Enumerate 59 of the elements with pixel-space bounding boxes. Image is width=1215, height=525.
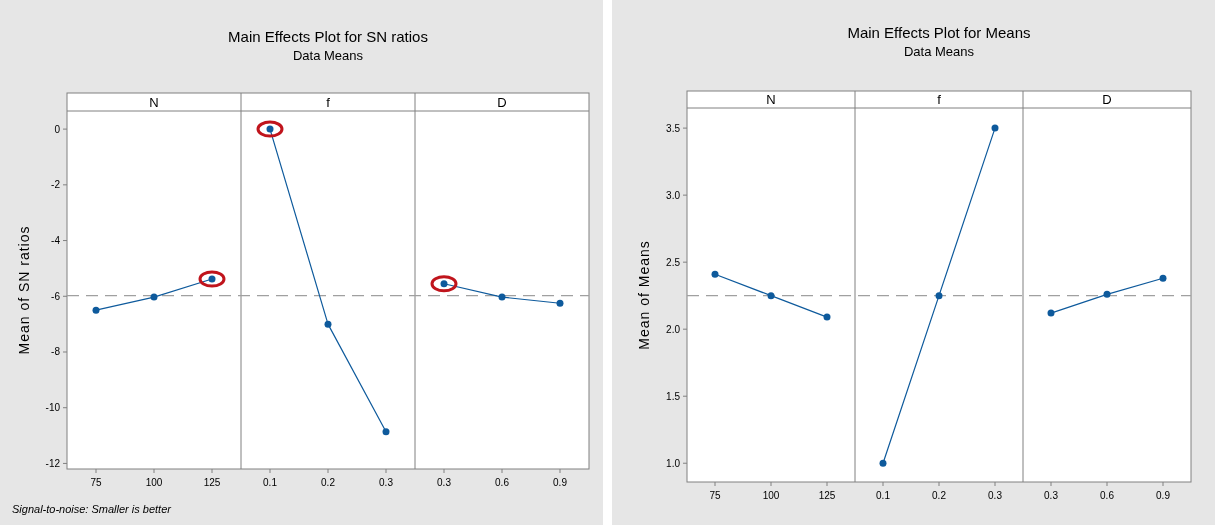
x-tick-label: 100 [145,477,163,488]
y-tick-label: 2.5 [666,256,681,268]
y-tick-label: -12 [45,457,61,469]
x-tick-label: 125 [818,490,836,501]
y-tick-label: -6 [51,290,61,302]
x-tick-label: 0.1 [876,490,891,501]
point [1103,290,1111,298]
x-tick-label: 0.3 [1044,490,1059,501]
point [1159,274,1167,282]
x-tick-label: 75 [709,490,721,501]
point [767,292,775,300]
chart-subtitle: Data Means [292,48,364,63]
x-tick-label: 0.9 [553,477,568,488]
y-tick-label: -8 [51,346,61,358]
chart-title: Main Effects Plot for SN ratios [228,28,428,45]
y-tick-label: -10 [45,402,61,414]
text: D [1102,92,1112,107]
point [711,270,719,278]
y-tick-label: 1.0 [666,457,681,469]
y-axis-title: Mean of SN ratios [16,225,32,355]
chart-subtitle: Data Means [903,44,975,59]
x-tick-label: 0.3 [379,477,394,488]
text: D [497,95,507,110]
point [1047,309,1055,317]
chart-title: Main Effects Plot for Means [847,24,1031,41]
x-tick-label: 0.6 [1100,490,1115,501]
point [382,428,390,436]
x-tick-label: 100 [762,490,780,501]
x-tick-label: 0.6 [495,477,510,488]
point [556,299,564,307]
text: Signal-to-noise: Smaller is better [12,503,173,515]
text: N [149,95,159,110]
y-axis-title: Mean of Means [636,240,652,350]
point [92,306,100,314]
y-tick-label: -4 [51,235,61,247]
x-tick-label: 0.2 [321,477,336,488]
x-tick-label: 125 [203,477,221,488]
y-tick-label: -2 [51,179,61,191]
x-tick-label: 75 [90,477,102,488]
point [823,313,831,321]
y-tick-label: 0 [54,123,61,135]
x-tick-label: 0.1 [263,477,278,488]
text: f [937,92,942,107]
x-tick-label: 0.2 [932,490,947,501]
x-tick-label: 0.3 [437,477,452,488]
y-tick-label: 3.5 [666,122,681,134]
text: f [326,95,331,110]
point [324,320,332,328]
x-tick-label: 0.9 [1156,490,1171,501]
point [935,292,943,300]
y-tick-label: 2.0 [666,323,681,335]
text: N [766,92,776,107]
y-tick-label: 3.0 [666,189,681,201]
point [150,293,158,301]
point [498,293,506,301]
y-tick-label: 1.5 [666,390,681,402]
point [991,124,999,132]
point [879,459,887,467]
x-tick-label: 0.3 [988,490,1003,501]
